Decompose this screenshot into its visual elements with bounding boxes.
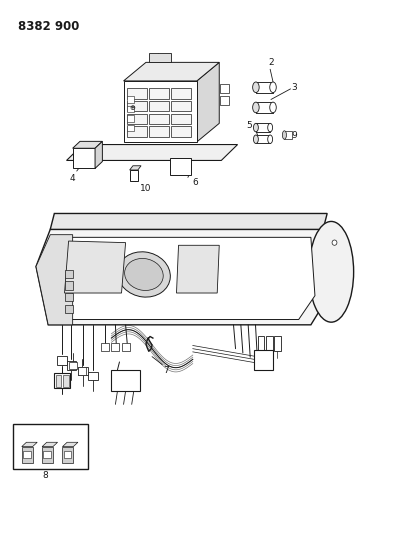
Text: 7: 7 [163,366,169,375]
Bar [127,126,147,137]
Text: 4: 4 [70,174,75,183]
Bar [126,96,134,103]
Bar [78,367,86,375]
Text: 8382 900: 8382 900 [18,20,79,33]
Bar [126,106,134,112]
Bar [265,336,272,351]
Ellipse shape [331,240,336,245]
Polygon shape [129,170,137,181]
Bar [13,424,88,469]
Polygon shape [42,442,57,447]
Bar [43,451,51,458]
Polygon shape [42,237,314,319]
Bar [88,372,98,381]
Bar [55,375,61,387]
Bar [64,270,73,278]
Polygon shape [95,141,102,168]
Bar [149,88,169,99]
Polygon shape [255,123,270,132]
Text: 8: 8 [43,471,48,480]
Polygon shape [42,447,53,463]
Polygon shape [72,141,102,148]
Polygon shape [255,102,272,113]
Polygon shape [72,148,95,168]
Text: 6: 6 [191,179,197,188]
Polygon shape [36,235,72,325]
Bar [220,84,229,93]
Bar [220,95,229,105]
Text: 2: 2 [268,58,274,67]
Bar [127,114,147,124]
Bar [66,361,76,370]
Ellipse shape [124,259,163,290]
Bar [149,126,169,137]
Polygon shape [129,166,141,170]
Bar [149,101,169,111]
Polygon shape [62,442,78,447]
Bar [253,350,273,370]
Bar [64,293,73,302]
Ellipse shape [253,123,258,132]
Bar [78,367,88,375]
Polygon shape [66,144,237,160]
Bar [68,362,76,369]
Polygon shape [50,214,326,229]
Bar [126,115,134,122]
Text: 1: 1 [161,55,166,64]
Bar [64,281,73,290]
Bar [63,451,71,458]
Bar [171,101,191,111]
Ellipse shape [269,82,276,93]
Polygon shape [170,158,190,175]
Bar [171,126,191,137]
Polygon shape [36,229,326,325]
Bar [101,343,109,351]
Polygon shape [22,447,32,463]
Bar [111,370,139,391]
Bar [111,343,119,351]
Bar [127,101,147,111]
Ellipse shape [252,102,258,113]
Bar [56,356,66,365]
Text: 9: 9 [291,131,297,140]
Bar [257,336,264,351]
Text: 10: 10 [139,184,151,193]
Ellipse shape [252,82,258,93]
Bar [126,125,134,131]
Bar [171,88,191,99]
Ellipse shape [267,135,272,143]
Ellipse shape [282,131,286,139]
Polygon shape [22,442,37,447]
Ellipse shape [253,135,258,143]
Text: 5: 5 [245,122,251,131]
Polygon shape [255,82,272,93]
Polygon shape [176,245,219,293]
Bar [23,451,31,458]
Bar [171,114,191,124]
Bar [121,343,129,351]
Polygon shape [255,135,270,143]
Text: ⊕: ⊕ [129,106,135,111]
Ellipse shape [117,252,170,297]
Polygon shape [64,241,125,293]
Ellipse shape [267,123,272,132]
Bar [274,336,280,351]
Polygon shape [123,62,219,81]
Bar [148,53,171,62]
Ellipse shape [269,102,276,113]
Polygon shape [284,131,291,139]
Polygon shape [123,81,196,142]
Polygon shape [196,62,219,142]
Bar [149,114,169,124]
Bar [127,88,147,99]
Bar [54,373,70,389]
Ellipse shape [308,221,353,322]
Bar [64,305,73,313]
Bar [63,375,68,387]
Polygon shape [62,447,73,463]
Text: 3: 3 [291,83,297,92]
